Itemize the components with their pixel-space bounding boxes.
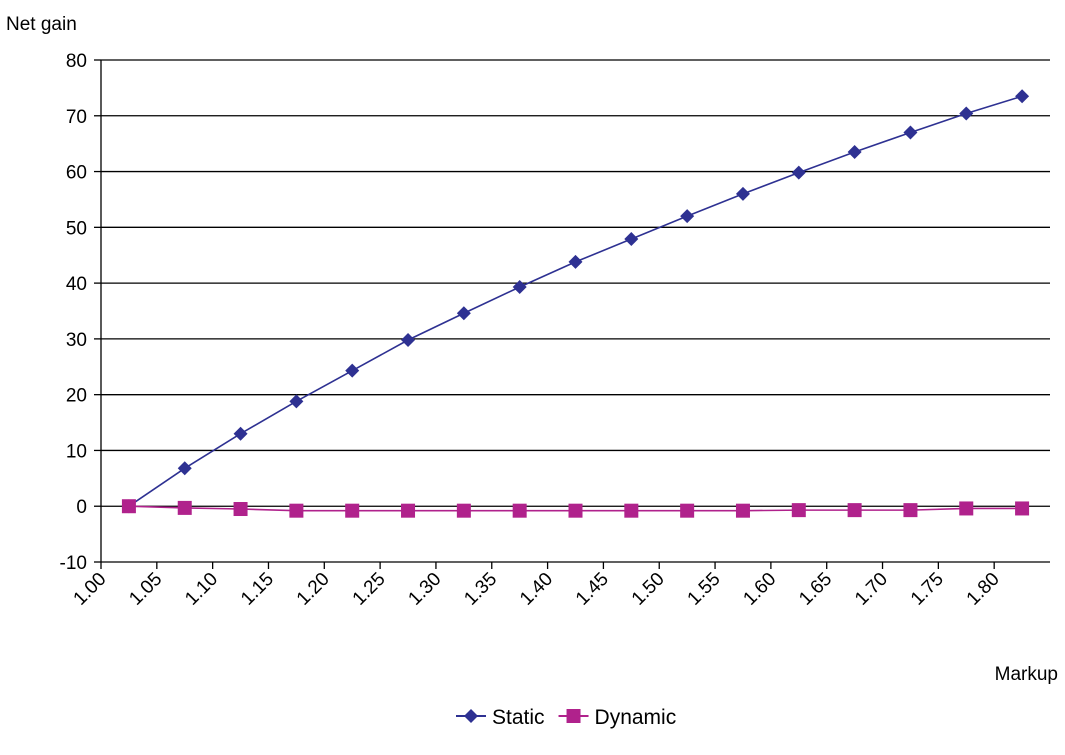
x-tick-label: 1.65 [795, 569, 836, 610]
axes: -10 0 10 20 30 40 50 60 70 80 1.00 1.05 1.10 1.15 1.20… [60, 51, 1050, 610]
point-dynamic [401, 503, 416, 518]
point-dynamic [791, 503, 806, 518]
series-static [121, 89, 1030, 514]
y-axis-title: Net gain [6, 14, 77, 35]
x-tick-label: 1.60 [739, 569, 780, 610]
x-tick-label: 1.80 [963, 569, 1004, 610]
point-static [345, 363, 360, 378]
point-static [1015, 89, 1030, 104]
y-tick-label: 30 [66, 330, 87, 351]
x-axis-title: Markup [995, 664, 1058, 685]
x-tick-label: 1.55 [684, 569, 725, 610]
gridlines [101, 59, 1050, 507]
point-dynamic [289, 503, 304, 518]
point-dynamic [345, 503, 360, 518]
point-dynamic [624, 503, 639, 518]
point-dynamic [177, 500, 192, 515]
point-static [177, 461, 192, 476]
x-tick-label: 1.20 [293, 569, 334, 610]
x-tick-label: 1.10 [181, 569, 222, 610]
x-tick-label: 1.00 [70, 569, 111, 610]
point-dynamic [233, 502, 248, 517]
point-static [791, 165, 806, 180]
legend-item-dynamic: Dynamic [558, 706, 677, 729]
x-tick-label: 1.05 [125, 569, 166, 610]
x-tick-label: 1.35 [460, 569, 501, 610]
y-tick-label: 40 [66, 274, 87, 295]
point-dynamic [903, 503, 918, 518]
series [121, 89, 1030, 518]
point-dynamic [680, 503, 695, 518]
point-static [289, 394, 304, 409]
y-tick-label: 80 [66, 51, 87, 72]
point-dynamic [847, 503, 862, 518]
point-static [624, 232, 639, 247]
x-tick-label: 1.70 [851, 569, 892, 610]
point-static [568, 254, 583, 269]
x-tick-label: 1.30 [404, 569, 445, 610]
x-tick-label: 1.15 [237, 569, 278, 610]
point-dynamic [456, 503, 471, 518]
point-static [680, 209, 695, 224]
point-static [401, 333, 416, 348]
point-static [456, 306, 471, 321]
legend: Static Dynamic [456, 706, 676, 729]
point-dynamic [568, 503, 583, 518]
series-line-static [128, 95, 1023, 507]
y-tick-label: 0 [76, 497, 87, 518]
point-static [903, 125, 918, 140]
point-static [512, 280, 527, 295]
y-tick-label: 20 [66, 386, 87, 407]
point-static [233, 426, 248, 441]
point-dynamic [121, 499, 136, 514]
y-tick-label: -10 [60, 553, 87, 574]
legend-item-static: Static [456, 706, 545, 729]
legend-label-dynamic: Dynamic [595, 706, 677, 729]
legend-label-static: Static [492, 706, 545, 729]
y-tick-label: 50 [66, 218, 87, 239]
y-tick-label: 70 [66, 107, 87, 128]
x-tick-label: 1.40 [516, 569, 557, 610]
point-dynamic [512, 503, 527, 518]
x-tick-label: 1.45 [572, 569, 613, 610]
x-tick-label: 1.50 [628, 569, 669, 610]
legend-marker [464, 709, 478, 723]
legend-marker [566, 709, 581, 723]
series-dynamic [121, 499, 1030, 518]
point-dynamic [959, 501, 974, 516]
x-tick-label: 1.75 [907, 569, 948, 610]
point-dynamic [1015, 501, 1030, 516]
point-static [847, 145, 862, 160]
y-tick-label: 60 [66, 163, 87, 184]
point-static [959, 106, 974, 121]
y-tick-label: 10 [66, 441, 87, 462]
point-dynamic [735, 503, 750, 518]
x-tick-label: 1.25 [349, 569, 390, 610]
point-static [735, 186, 750, 201]
